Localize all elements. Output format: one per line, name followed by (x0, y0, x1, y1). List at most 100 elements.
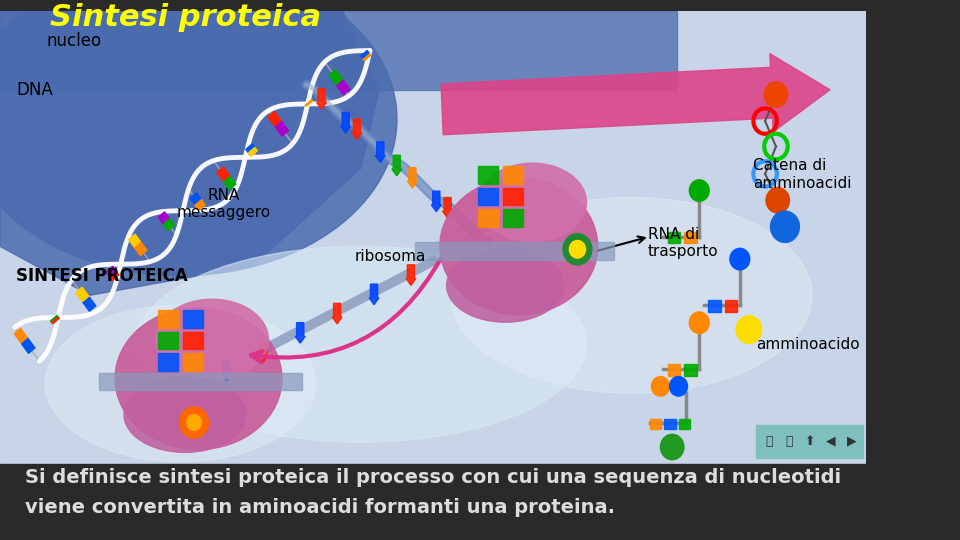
Bar (134, 242, 147, 256)
Bar (503, 187, 523, 205)
Ellipse shape (451, 198, 812, 393)
FancyArrow shape (369, 284, 379, 305)
Text: DNA: DNA (16, 80, 53, 99)
Bar (0, 11, 677, 90)
Ellipse shape (478, 163, 587, 241)
Circle shape (180, 407, 208, 438)
Bar (667, 232, 681, 244)
Bar (756, 424, 863, 458)
Circle shape (563, 234, 592, 265)
Bar (107, 266, 116, 276)
Circle shape (689, 312, 709, 334)
Bar (83, 297, 96, 311)
Bar (51, 315, 58, 322)
Bar (361, 50, 369, 58)
Text: ◀: ◀ (827, 435, 836, 448)
Circle shape (736, 316, 761, 343)
Ellipse shape (124, 377, 246, 453)
Ellipse shape (115, 308, 282, 449)
FancyArrow shape (341, 112, 350, 133)
Bar (183, 353, 203, 370)
Bar (478, 166, 498, 184)
Circle shape (764, 82, 787, 107)
Bar (249, 147, 257, 156)
Bar (22, 339, 35, 353)
Bar (190, 193, 201, 204)
Bar (157, 332, 178, 349)
Bar (276, 122, 288, 136)
Text: ▶: ▶ (847, 435, 856, 448)
Bar (478, 209, 498, 227)
Bar (157, 310, 178, 328)
Text: RNA
messaggero: RNA messaggero (177, 187, 271, 220)
FancyArrow shape (258, 342, 268, 362)
FancyArrow shape (296, 322, 305, 343)
Bar (0, 464, 866, 540)
Circle shape (669, 376, 687, 396)
Bar (157, 353, 178, 370)
FancyArrow shape (352, 119, 362, 139)
Text: Si definisce sintesi proteica il processo con cui una sequenza di nucleotidi: Si definisce sintesi proteica il process… (25, 468, 841, 487)
Polygon shape (0, 11, 379, 295)
FancyArrow shape (406, 265, 416, 285)
Text: ribosoma: ribosoma (354, 249, 426, 264)
Bar (415, 242, 613, 260)
Bar (725, 300, 737, 312)
Circle shape (689, 180, 709, 201)
Text: Sintesi proteica: Sintesi proteica (50, 3, 321, 32)
Circle shape (736, 316, 761, 343)
Bar (684, 364, 697, 375)
Bar (52, 317, 60, 324)
Text: amminoacido: amminoacido (756, 337, 860, 352)
Circle shape (766, 187, 789, 213)
Circle shape (660, 434, 684, 460)
Bar (708, 300, 721, 312)
Bar (684, 232, 697, 244)
Bar (329, 70, 343, 85)
Ellipse shape (135, 246, 587, 442)
Ellipse shape (440, 178, 598, 315)
Circle shape (187, 415, 202, 430)
Text: SINTESI PROTEICA: SINTESI PROTEICA (16, 267, 188, 285)
Bar (336, 80, 349, 94)
Bar (268, 111, 281, 126)
Bar (305, 100, 313, 106)
Bar (217, 167, 229, 181)
Bar (503, 209, 523, 227)
Bar (163, 219, 175, 231)
Bar (478, 187, 498, 205)
Ellipse shape (446, 249, 564, 322)
FancyArrow shape (431, 191, 442, 212)
Bar (224, 176, 236, 190)
FancyArrow shape (332, 303, 342, 324)
Circle shape (730, 248, 750, 270)
Bar (363, 53, 371, 60)
Text: viene convertita in aminoacidi formanti una proteina.: viene convertita in aminoacidi formanti … (25, 497, 615, 517)
Bar (158, 212, 169, 224)
FancyArrow shape (441, 53, 830, 135)
FancyArrow shape (407, 167, 418, 188)
Text: nucleo: nucleo (47, 32, 102, 50)
FancyArrow shape (375, 142, 385, 163)
Text: RNA di
trasporto: RNA di trasporto (648, 227, 718, 259)
Ellipse shape (45, 305, 316, 462)
Text: ⬆: ⬆ (805, 435, 815, 448)
Text: 🔘: 🔘 (785, 435, 793, 448)
Bar (679, 418, 690, 429)
Bar (195, 199, 205, 211)
Bar (76, 287, 88, 302)
Bar (14, 328, 28, 343)
Text: Catena di
amminoacidi: Catena di amminoacidi (754, 158, 852, 191)
Circle shape (771, 211, 800, 242)
Circle shape (652, 376, 669, 396)
Bar (129, 234, 141, 247)
Bar (305, 100, 312, 106)
Bar (99, 373, 302, 390)
Ellipse shape (0, 0, 397, 276)
Bar (183, 332, 203, 349)
Bar (503, 166, 523, 184)
FancyArrow shape (317, 89, 326, 109)
Bar (109, 271, 119, 280)
FancyArrow shape (222, 361, 231, 382)
Ellipse shape (156, 299, 269, 380)
